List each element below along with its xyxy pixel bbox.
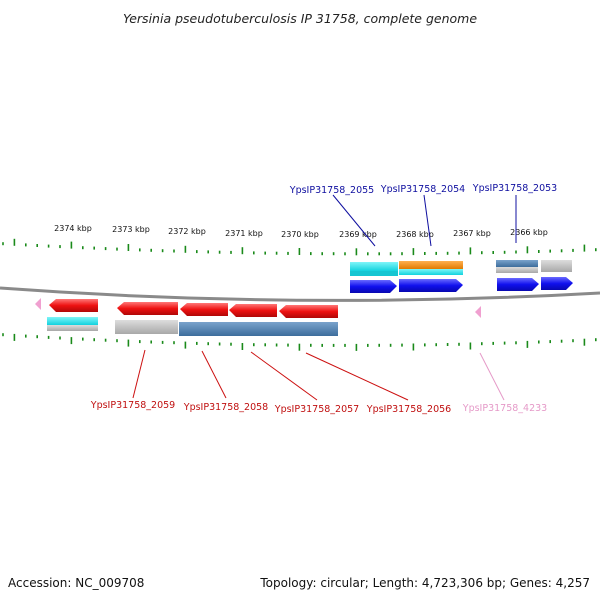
leader-line-2056	[305, 352, 409, 401]
feature-steelblue	[496, 260, 538, 267]
scale-ticks-bottom	[2, 333, 597, 351]
kbp-label: 2366 kbp	[510, 228, 548, 237]
kbp-label: 2370 kbp	[281, 230, 319, 239]
gene-label-2054[interactable]: YpsIP31758_2054	[380, 184, 465, 195]
feature-gray	[496, 267, 538, 273]
gene-reverse-arrow[interactable]	[49, 299, 98, 312]
gene-2053-arrow[interactable]	[497, 278, 539, 291]
genome-backbone	[0, 286, 600, 302]
scale-ticks-top	[2, 238, 597, 256]
feature-gray	[541, 260, 572, 272]
gene-label-2057[interactable]: YpsIP31758_2057	[274, 404, 359, 415]
gene-2059-arrow[interactable]	[117, 302, 178, 315]
gene-2057-arrow[interactable]	[229, 304, 277, 317]
gene-label-2053[interactable]: YpsIP31758_2053	[472, 183, 557, 194]
kbp-label: 2371 kbp	[225, 229, 263, 238]
feature-gray	[115, 320, 178, 334]
label-leaders	[132, 194, 517, 401]
leader-line-2058	[201, 350, 227, 399]
forward-features	[350, 260, 573, 293]
gene-label-2056[interactable]: YpsIP31758_2056	[366, 404, 451, 415]
reverse-features	[35, 298, 481, 336]
leader-line-2054	[423, 194, 432, 247]
gene-2058-arrow[interactable]	[180, 303, 228, 316]
gene-label-4233[interactable]: YpsIP31758_4233	[462, 403, 547, 414]
topology-text: Topology: circular; Length: 4,723,306 bp…	[260, 576, 590, 590]
feature-cyan	[399, 269, 463, 275]
pink-marker-left	[35, 298, 41, 310]
map-title: Yersinia pseudotuberculosis IP 31758, co…	[123, 11, 477, 26]
feature-orange	[399, 261, 463, 269]
gene-2054-arrow[interactable]	[399, 279, 463, 292]
leader-line-2057	[250, 351, 318, 401]
gene-4233-marker[interactable]	[475, 306, 481, 318]
gene-label-2055[interactable]: YpsIP31758_2055	[289, 185, 374, 196]
accession-text: Accession: NC_009708	[8, 576, 145, 590]
gene-label-2059[interactable]: YpsIP31758_2059	[90, 400, 175, 411]
kbp-label: 2368 kbp	[396, 230, 434, 239]
kbp-label: 2374 kbp	[54, 224, 92, 233]
gene-label-2058[interactable]: YpsIP31758_2058	[183, 402, 268, 413]
leader-line-4233	[479, 352, 505, 401]
gene-forward-arrow[interactable]	[541, 277, 573, 290]
kbp-label: 2369 kbp	[339, 230, 377, 239]
feature-steelblue	[179, 322, 338, 336]
gene-2055-arrow[interactable]	[350, 280, 397, 293]
feature-cyan	[350, 271, 398, 276]
kbp-label: 2367 kbp	[453, 229, 491, 238]
gene-labels: YpsIP31758_2055 YpsIP31758_2054 YpsIP317…	[90, 183, 557, 415]
kbp-label: 2372 kbp	[168, 227, 206, 236]
gene-2056-arrow[interactable]	[279, 305, 338, 318]
leader-line-2055	[332, 194, 376, 247]
feature-gray	[47, 325, 98, 331]
kbp-label: 2373 kbp	[112, 225, 150, 234]
scale-labels: 2374 kbp 2373 kbp 2372 kbp 2371 kbp 2370…	[54, 224, 548, 239]
leader-line-2059	[132, 349, 146, 399]
feature-cyan	[47, 317, 98, 325]
feature-cyan	[350, 262, 398, 271]
